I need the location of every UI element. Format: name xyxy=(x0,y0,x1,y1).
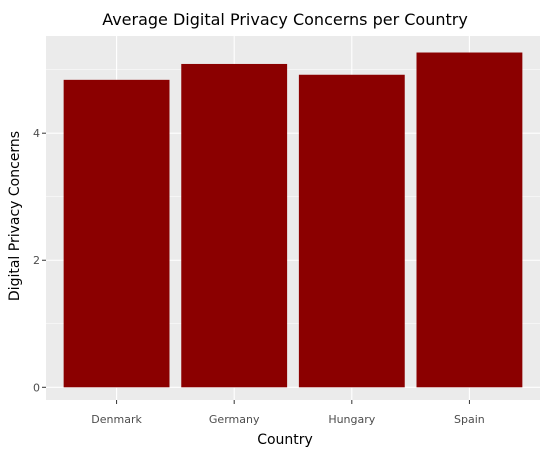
x-tick-label: Denmark xyxy=(91,413,142,426)
y-tick-label: 2 xyxy=(33,254,40,267)
bar-spain xyxy=(416,52,523,388)
x-axis: Denmark Germany Hungary Spain xyxy=(91,400,485,426)
x-tick-label: Germany xyxy=(209,413,260,426)
y-axis-title: Digital Privacy Concerns xyxy=(7,131,23,301)
chart-title: Average Digital Privacy Concerns per Cou… xyxy=(102,10,468,29)
bar-hungary xyxy=(298,74,405,388)
x-axis-title: Country xyxy=(257,432,313,448)
x-tick-label: Spain xyxy=(454,413,485,426)
x-tick-label: Hungary xyxy=(328,413,375,426)
bar-denmark xyxy=(63,79,170,388)
y-axis: 0 2 4 xyxy=(33,127,46,394)
y-tick-label: 0 xyxy=(33,381,40,394)
bar-layer xyxy=(63,52,523,388)
y-tick-label: 4 xyxy=(33,127,40,140)
bar-germany xyxy=(181,63,288,388)
